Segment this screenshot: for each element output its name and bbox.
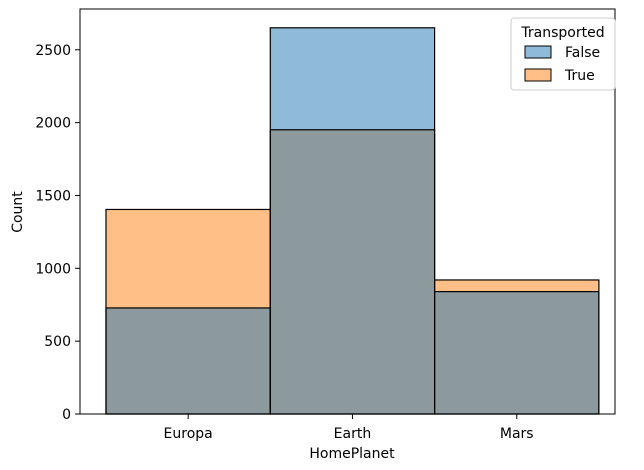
bar-overlap-mars <box>434 291 599 414</box>
legend-swatch-true <box>524 68 552 82</box>
legend-label-false: False <box>565 45 600 61</box>
y-tick-label-2500: 2500 <box>35 43 71 59</box>
y-tick-label-0: 0 <box>62 407 71 423</box>
y-tick-label-1500: 1500 <box>35 188 71 204</box>
x-tick-label-mars: Mars <box>500 426 534 442</box>
bar-true-europa <box>106 209 271 308</box>
bar-true-mars <box>434 279 599 292</box>
bars-layer <box>105 27 600 415</box>
y-tick-label-500: 500 <box>44 334 71 350</box>
x-tick-label-earth: Earth <box>334 426 372 442</box>
axes-layer: Europa Earth Mars 0 500 1000 1500 2000 2500 <box>35 8 616 442</box>
bar-overlap-earth <box>270 129 435 414</box>
y-tick-label-2000: 2000 <box>35 116 71 132</box>
x-tick-label-europa: Europa <box>164 426 213 442</box>
y-tick-label-1000: 1000 <box>35 261 71 277</box>
y-axis-label: Count <box>10 191 26 233</box>
legend-title: Transported <box>520 25 604 41</box>
bar-overlap-europa <box>106 307 271 414</box>
legend-label-true: True <box>564 68 595 84</box>
legend-swatch-false <box>524 45 552 59</box>
plot-frame <box>79 8 616 415</box>
x-axis-label: HomePlanet <box>309 446 395 462</box>
legend: Transported False True <box>510 17 616 91</box>
bar-false-earth <box>270 27 435 130</box>
